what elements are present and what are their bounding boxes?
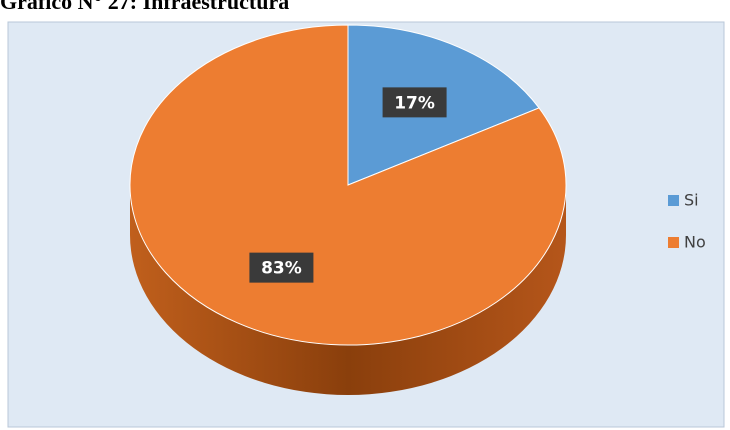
data-label-box — [249, 252, 314, 283]
legend-swatch — [668, 195, 679, 206]
data-label: 83% — [261, 259, 302, 279]
legend-swatch — [668, 237, 679, 248]
legend-label: Si — [684, 191, 699, 210]
data-label: 17% — [394, 93, 435, 113]
slice — [129, 24, 567, 346]
data-label-box — [382, 87, 447, 118]
chart-title: Gráfico N° 27: Infraestructura — [0, 0, 289, 14]
legend-label: No — [684, 233, 706, 252]
slice-side — [130, 185, 566, 395]
